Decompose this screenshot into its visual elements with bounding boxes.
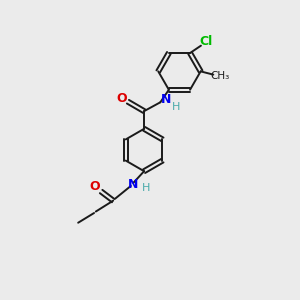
Text: N: N bbox=[160, 93, 171, 106]
Text: Cl: Cl bbox=[199, 35, 213, 48]
Text: CH₃: CH₃ bbox=[211, 71, 230, 81]
Text: H: H bbox=[172, 102, 181, 112]
Text: N: N bbox=[128, 178, 138, 191]
Text: O: O bbox=[89, 180, 100, 193]
Text: H: H bbox=[142, 183, 150, 193]
Text: O: O bbox=[116, 92, 127, 105]
